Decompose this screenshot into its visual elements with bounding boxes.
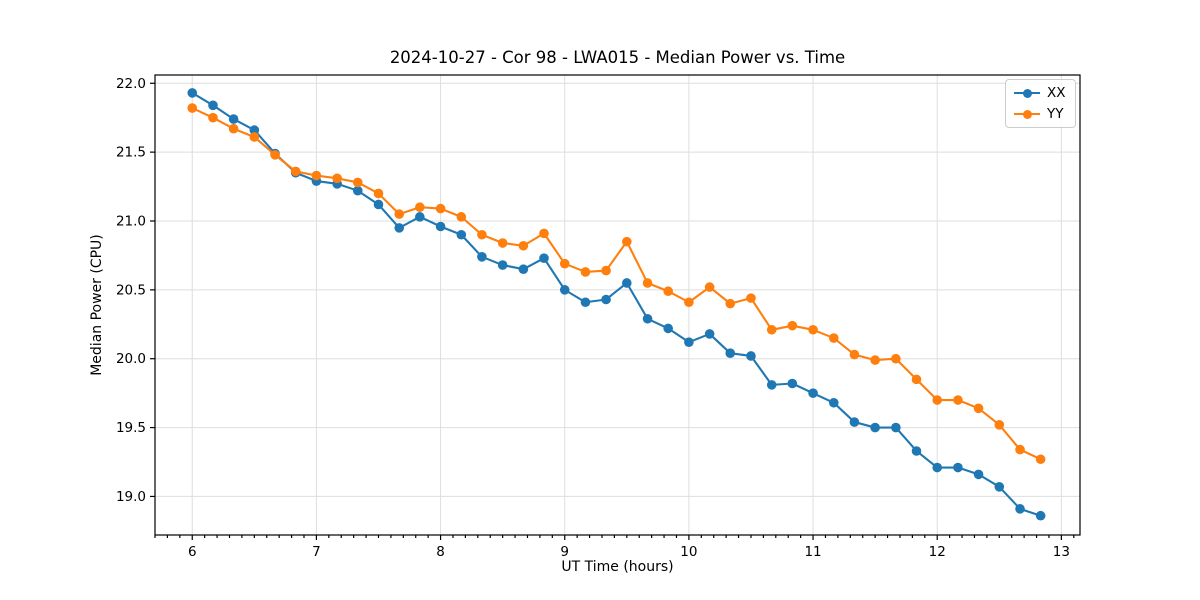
- x-tick-label: 11: [804, 544, 821, 560]
- legend: XX YY: [1005, 79, 1076, 128]
- grid: [155, 75, 1080, 535]
- y-tick-label: 21.5: [116, 145, 146, 161]
- y-tick-label: 22.0: [116, 76, 146, 92]
- x-tick-label: 13: [1053, 544, 1070, 560]
- legend-label-yy: YY: [1047, 106, 1064, 122]
- x-tick-label: 8: [436, 544, 445, 560]
- legend-entry-yy: YY: [1014, 106, 1066, 122]
- x-tick-label: 10: [680, 544, 697, 560]
- x-tick-label: 9: [560, 544, 569, 560]
- y-tick-label: 20.0: [116, 351, 146, 367]
- x-tick-label: 12: [929, 544, 946, 560]
- x-tick-label: 7: [312, 544, 321, 560]
- legend-label-xx: XX: [1047, 85, 1066, 101]
- tick-labels: 6 7 8 9 10 11 12 13 19.0 19.5 20.0 20.5 21.0 21.5 22.0: [116, 76, 1070, 560]
- y-tick-label: 19.5: [116, 420, 146, 436]
- chart-title: 2024-10-27 - Cor 98 - LWA015 - Median Po…: [389, 48, 846, 67]
- xx-series-marker-icon: [1014, 88, 1040, 99]
- axis-ticks: [150, 82, 1075, 540]
- series-yy: [187, 103, 1046, 465]
- y-tick-label: 20.5: [116, 282, 146, 298]
- legend-entry-xx: XX: [1014, 85, 1066, 101]
- x-tick-label: 6: [188, 544, 197, 560]
- y-tick-label: 19.0: [116, 489, 146, 505]
- x-axis-label: UT Time (hours): [561, 559, 674, 575]
- y-tick-label: 21.0: [116, 213, 146, 229]
- series-xx: [187, 88, 1046, 521]
- plot-frame: [154, 74, 1081, 536]
- yy-series-marker-icon: [1014, 109, 1040, 120]
